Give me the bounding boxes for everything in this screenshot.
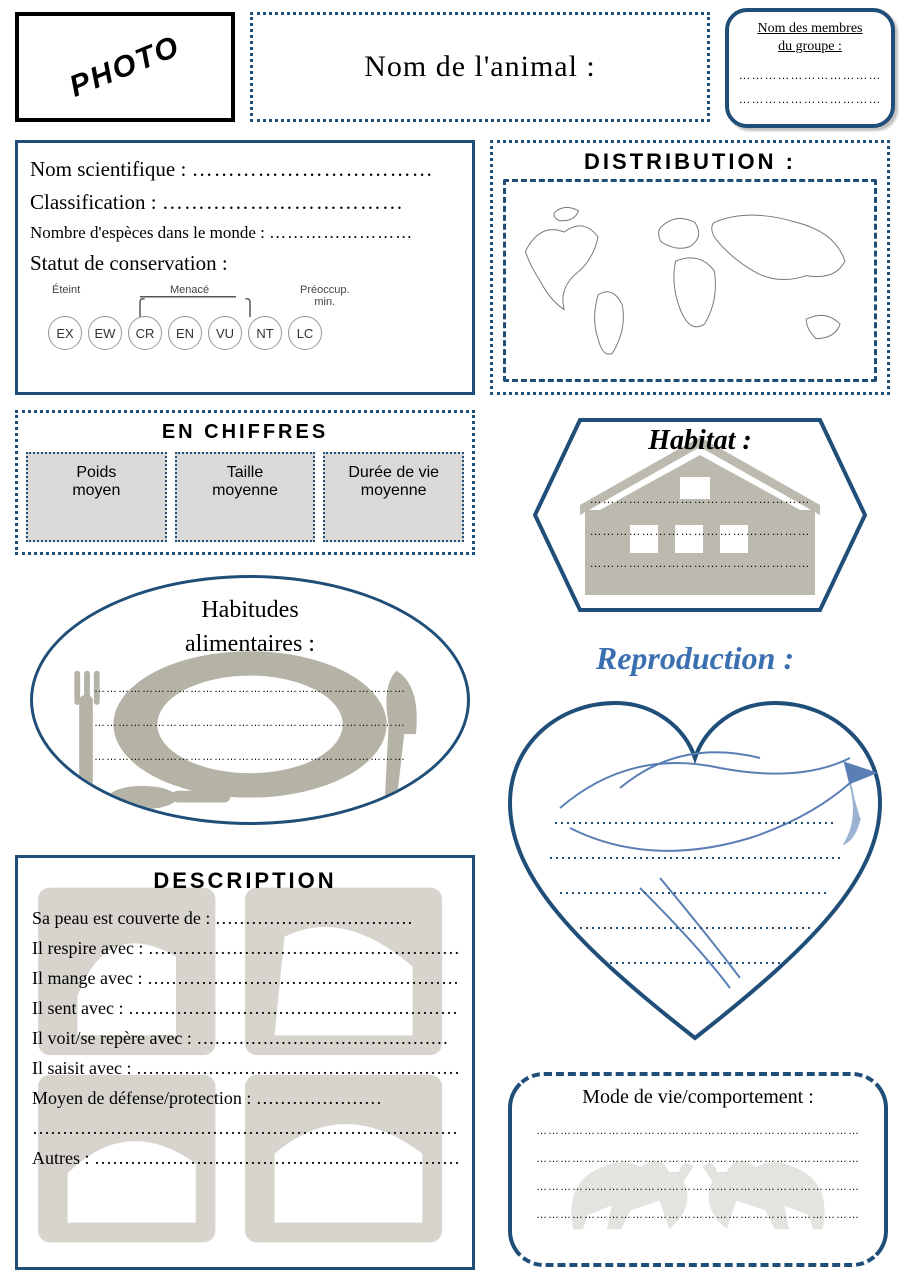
desc-row-4: Il voit/se repère avec : …………………………………… — [32, 1028, 458, 1049]
mode-title: Mode de vie/comportement : — [522, 1086, 874, 1109]
food-habits-box: Habitudes alimentaires : ………………………………………… — [30, 575, 470, 825]
iucn-nt: NT — [248, 316, 282, 350]
world-map — [503, 179, 877, 382]
animal-name-box: Nom de l'animal : — [250, 12, 710, 122]
iucn-ew: EW — [88, 316, 122, 350]
col-poids: Poids moyen — [26, 452, 167, 542]
statut-label: Statut de conservation : — [30, 251, 228, 275]
members-blank-1: …………………………… — [735, 68, 885, 82]
heart-stork-icon — [500, 688, 890, 1048]
desc-row-0: Sa peau est couverte de : …………………………… — [32, 908, 458, 929]
habitat-box: Habitat : …………………………………………… ………………………………… — [530, 415, 870, 615]
photo-box: PHOTO — [15, 12, 235, 122]
mode-de-vie-box: Mode de vie/comportement : …………………………………… — [508, 1072, 888, 1267]
iucn-cr: CR — [128, 316, 162, 350]
nom-scientifique-label: Nom scientifique : — [30, 157, 186, 181]
photo-label: PHOTO — [65, 29, 185, 104]
desc-row-8: Autres : ………………………………………………………………… — [32, 1148, 458, 1169]
iucn-vu: VU — [208, 316, 242, 350]
desc-row-6: Moyen de défense/protection : ………………… — [32, 1088, 458, 1109]
members-title-1: Nom des membres — [758, 21, 863, 36]
world-map-icon — [506, 182, 874, 379]
food-blank-1: …………………………………………………………………… — [83, 683, 417, 695]
iucn-ex: EX — [48, 316, 82, 350]
reproduction-box: Reproduction : — [500, 640, 890, 1050]
habitat-title: Habitat : — [560, 425, 840, 457]
group-members-box: Nom des membres du groupe : …………………………… … — [725, 8, 895, 128]
iucn-scale: Éteint Menacé Préoccup. min. ⎧ ⎺ ⎫ EX EW… — [30, 284, 460, 354]
description-title: DESCRIPTION — [32, 868, 458, 894]
desc-row-1: Il respire avec : ………………………………………………… — [32, 938, 458, 959]
mode-blank-3: ……………………………………………………………………… — [522, 1181, 874, 1193]
habitat-blank-1: …………………………………………… — [560, 492, 840, 506]
col-taille: Taille moyenne — [175, 452, 316, 542]
mode-blank-2: ……………………………………………………………………… — [522, 1153, 874, 1165]
en-chiffres-box: EN CHIFFRES Poids moyen Taille moyenne D… — [15, 410, 475, 555]
classification-label: Classification : — [30, 190, 157, 214]
dots: …………………………… — [162, 190, 404, 214]
en-chiffres-title: EN CHIFFRES — [26, 421, 464, 444]
iucn-label-eteint: Éteint — [52, 284, 80, 296]
iucn-en: EN — [168, 316, 202, 350]
food-blank-3: …………………………………………………………………… — [83, 751, 417, 763]
dots: …………………… — [269, 223, 413, 242]
desc-row-3: Il sent avec : ……………………………………………………… — [32, 998, 458, 1019]
members-blank-2: …………………………… — [735, 92, 885, 106]
mode-blank-4: ……………………………………………………………………… — [522, 1209, 874, 1221]
desc-row-7: …………………………………………………………………………………… — [32, 1118, 458, 1139]
dots: …………………………… — [192, 157, 434, 181]
members-title-2: du groupe : — [778, 39, 842, 54]
col-duree: Durée de vie moyenne — [323, 452, 464, 542]
iucn-label-menace: Menacé — [170, 284, 209, 296]
reproduction-title: Reproduction : — [500, 640, 890, 677]
food-title-2: alimentaires : — [185, 631, 315, 657]
distribution-box: DISTRIBUTION : — [490, 140, 890, 395]
iucn-label-preoccup: Préoccup. min. — [300, 284, 350, 308]
desc-row-5: Il saisit avec : ……………………………………………………… — [32, 1058, 458, 1079]
iucn-lc: LC — [288, 316, 322, 350]
nb-especes-label: Nombre d'espèces dans le monde : — [30, 223, 265, 242]
scientific-box: Nom scientifique : …………………………… Classific… — [15, 140, 475, 395]
food-title-1: Habitudes — [201, 597, 298, 623]
animal-name-label: Nom de l'animal : — [364, 50, 596, 84]
distribution-title: DISTRIBUTION : — [499, 149, 881, 175]
desc-row-2: Il mange avec : ………………………………………………… — [32, 968, 458, 989]
food-blank-2: …………………………………………………………………… — [83, 717, 417, 729]
description-box: DESCRIPTION Sa peau est couverte de : ……… — [15, 855, 475, 1270]
habitat-blank-2: …………………………………………… — [560, 524, 840, 538]
habitat-blank-3: …………………………………………… — [560, 556, 840, 570]
mode-blank-1: ……………………………………………………………………… — [522, 1125, 874, 1137]
